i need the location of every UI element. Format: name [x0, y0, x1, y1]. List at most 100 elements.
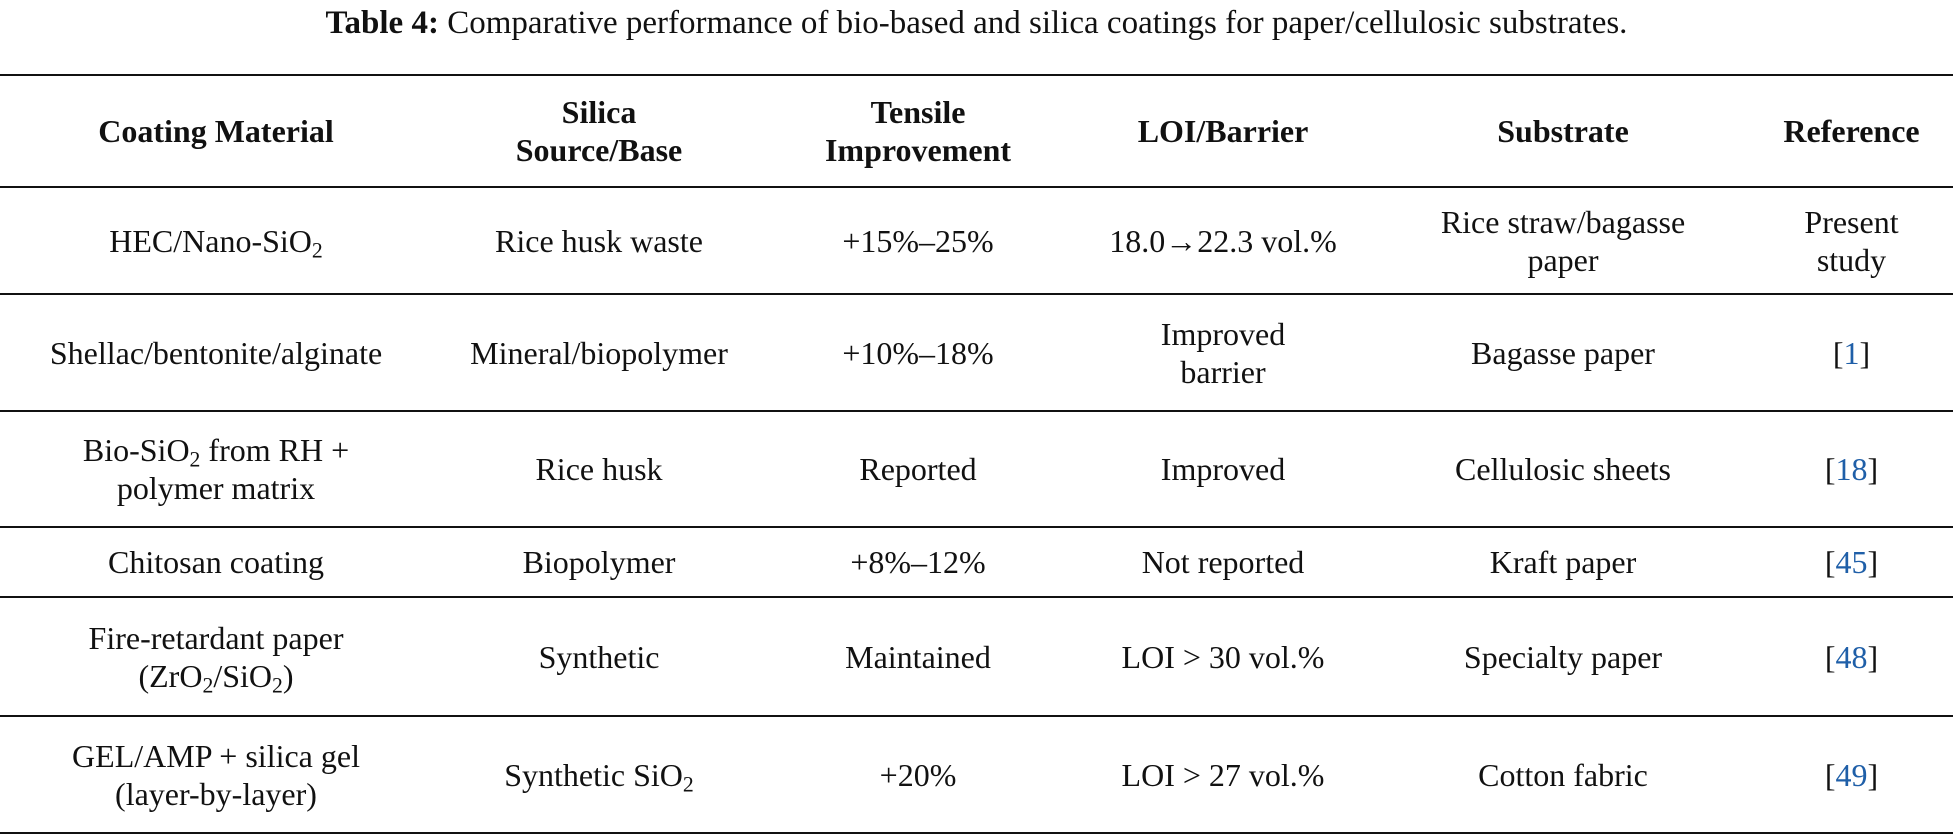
cell-loi-barrier: Not reported: [1070, 527, 1376, 597]
cell-text: Mineral/biopolymer: [470, 334, 728, 371]
cell-text: Rice husk waste: [495, 222, 703, 259]
cell-loi-barrier: LOI > 30 vol.%: [1070, 597, 1376, 716]
cell-text: Cellulosic sheets: [1455, 451, 1671, 487]
cell-text: (ZrO: [138, 657, 203, 694]
cell-text: Maintained: [845, 638, 991, 675]
citation-link[interactable]: 48: [1835, 638, 1868, 675]
cell-text: HEC/Nano-SiO: [109, 222, 312, 259]
cell-text: +20%: [879, 756, 957, 793]
cell-text: Biopolymer: [522, 544, 676, 580]
cell-silica-source: Biopolymer: [432, 527, 766, 597]
bracket-close: ]: [1867, 451, 1879, 487]
cell-silica-source: Synthetic: [432, 597, 766, 716]
cell-reference: Present study: [1750, 187, 1953, 294]
table-row: HEC/Nano-SiO2 Rice husk waste +15%–25% 1…: [0, 187, 1953, 294]
cell-silica-source: Rice husk waste: [432, 187, 766, 294]
cell-coating-material: Chitosan coating: [0, 527, 432, 597]
cell-text: Reported: [859, 451, 977, 487]
header-tensile-line1: Tensile: [870, 94, 966, 130]
bracket-close: ]: [1867, 544, 1879, 580]
header-row: Coating Material Silica Source/Base Tens…: [0, 75, 1953, 187]
header-tensile-line2: Improvement: [824, 132, 1012, 168]
cell-reference: [49]: [1750, 716, 1953, 833]
cell-text: LOI > 30 vol.%: [1121, 638, 1325, 675]
cell-text: 18.0→22.3 vol.%: [1109, 222, 1337, 259]
header-reference-text: Reference: [1783, 113, 1920, 149]
citation-link[interactable]: 18: [1835, 451, 1868, 487]
header-substrate-text: Substrate: [1497, 113, 1629, 149]
cell-text: Rice straw/bagasse: [1440, 203, 1686, 240]
cell-substrate: Cellulosic sheets: [1376, 411, 1750, 527]
cell-loi-barrier: LOI > 27 vol.%: [1070, 716, 1376, 833]
cell-reference: [18]: [1750, 411, 1953, 527]
cell-reference: [45]: [1750, 527, 1953, 597]
cell-loi-barrier: Improved: [1070, 411, 1376, 527]
header-coating-text: Coating Material: [98, 113, 334, 149]
cell-tensile: +20%: [766, 716, 1070, 833]
cell-text: (layer-by-layer): [115, 775, 317, 812]
header-reference: Reference: [1750, 75, 1953, 187]
cell-coating-material: HEC/Nano-SiO2: [0, 187, 432, 294]
table-caption: Table 4: Comparative performance of bio-…: [0, 0, 1953, 48]
cell-text: Bio-SiO: [82, 432, 190, 468]
cell-reference: [1]: [1750, 294, 1953, 411]
subscript: 2: [189, 447, 201, 472]
cell-text: Improved: [1160, 451, 1286, 487]
table-caption-text: Comparative performance of bio-based and…: [447, 5, 1628, 41]
cell-coating-material: Fire-retardant paper (ZrO2/SiO2): [0, 597, 432, 716]
header-silica-source: Silica Source/Base: [432, 75, 766, 187]
cell-text: Cotton fabric: [1478, 756, 1648, 793]
cell-tensile: +8%–12%: [766, 527, 1070, 597]
cell-substrate: Kraft paper: [1376, 527, 1750, 597]
table-body: HEC/Nano-SiO2 Rice husk waste +15%–25% 1…: [0, 187, 1953, 833]
cell-text: Synthetic: [538, 638, 660, 675]
cell-substrate: Bagasse paper: [1376, 294, 1750, 411]
cell-text: Shellac/bentonite/alginate: [49, 334, 383, 371]
bracket-open: [: [1832, 334, 1844, 371]
cell-text: ): [282, 657, 294, 694]
header-silica-line2: Source/Base: [515, 132, 683, 168]
cell-loi-barrier: Improved barrier: [1070, 294, 1376, 411]
subscript: 2: [272, 672, 283, 697]
header-loi-text: LOI/Barrier: [1137, 113, 1309, 149]
citation-link[interactable]: 1: [1843, 334, 1860, 371]
cell-text: paper: [1527, 241, 1599, 278]
cell-reference: [48]: [1750, 597, 1953, 716]
cell-text: Specialty paper: [1463, 638, 1663, 675]
cell-coating-material: Bio-SiO2 from RH + polymer matrix: [0, 411, 432, 527]
cell-text: polymer matrix: [116, 470, 316, 506]
cell-tensile: Reported: [766, 411, 1070, 527]
subscript: 2: [682, 771, 694, 796]
cell-text: /SiO: [213, 657, 272, 694]
table-row: Bio-SiO2 from RH + polymer matrix Rice h…: [0, 411, 1953, 527]
cell-text: Not reported: [1141, 544, 1305, 580]
cell-text: Bagasse paper: [1471, 334, 1655, 371]
subscript: 2: [311, 237, 323, 262]
cell-text: Synthetic SiO: [504, 756, 683, 793]
cell-text: +8%–12%: [850, 544, 986, 580]
cell-substrate: Cotton fabric: [1376, 716, 1750, 833]
bracket-close: ]: [1867, 756, 1879, 793]
bracket-open: [: [1824, 544, 1836, 580]
cell-text: Rice husk: [535, 451, 663, 487]
cell-loi-barrier: 18.0→22.3 vol.%: [1070, 187, 1376, 294]
header-substrate: Substrate: [1376, 75, 1750, 187]
citation-link[interactable]: 45: [1835, 544, 1868, 580]
cell-silica-source: Synthetic SiO2: [432, 716, 766, 833]
bracket-open: [: [1824, 638, 1836, 675]
bracket-open: [: [1824, 451, 1836, 487]
cell-substrate: Rice straw/bagasse paper: [1376, 187, 1750, 294]
header-coating-material: Coating Material: [0, 75, 432, 187]
table-row: Fire-retardant paper (ZrO2/SiO2) Synthet…: [0, 597, 1953, 716]
table-row: Chitosan coating Biopolymer +8%–12% Not …: [0, 527, 1953, 597]
subscript: 2: [202, 672, 214, 697]
header-tensile-improvement: Tensile Improvement: [766, 75, 1070, 187]
cell-text: +15%–25%: [842, 222, 994, 259]
table-row: Shellac/bentonite/alginate Mineral/biopo…: [0, 294, 1953, 411]
cell-text: GEL/AMP + silica gel: [72, 737, 360, 774]
bracket-open: [: [1824, 756, 1836, 793]
cell-substrate: Specialty paper: [1376, 597, 1750, 716]
cell-text: from RH +: [200, 432, 350, 468]
citation-link[interactable]: 49: [1835, 756, 1868, 793]
cell-silica-source: Mineral/biopolymer: [432, 294, 766, 411]
